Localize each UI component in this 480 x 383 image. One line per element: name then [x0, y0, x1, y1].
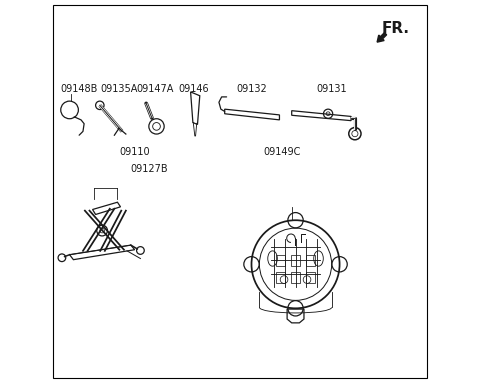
Text: 09132: 09132 — [236, 84, 267, 94]
Text: 09146: 09146 — [179, 84, 209, 94]
Text: 09147A: 09147A — [137, 84, 174, 94]
Text: 09127B: 09127B — [131, 164, 168, 174]
Text: 09131: 09131 — [317, 84, 347, 94]
Text: 09149C: 09149C — [263, 147, 300, 157]
Text: 09110: 09110 — [120, 147, 150, 157]
Text: 09148B: 09148B — [60, 84, 97, 94]
Text: FR.: FR. — [382, 21, 410, 36]
Text: 09135A: 09135A — [100, 84, 138, 94]
FancyArrow shape — [377, 33, 386, 42]
